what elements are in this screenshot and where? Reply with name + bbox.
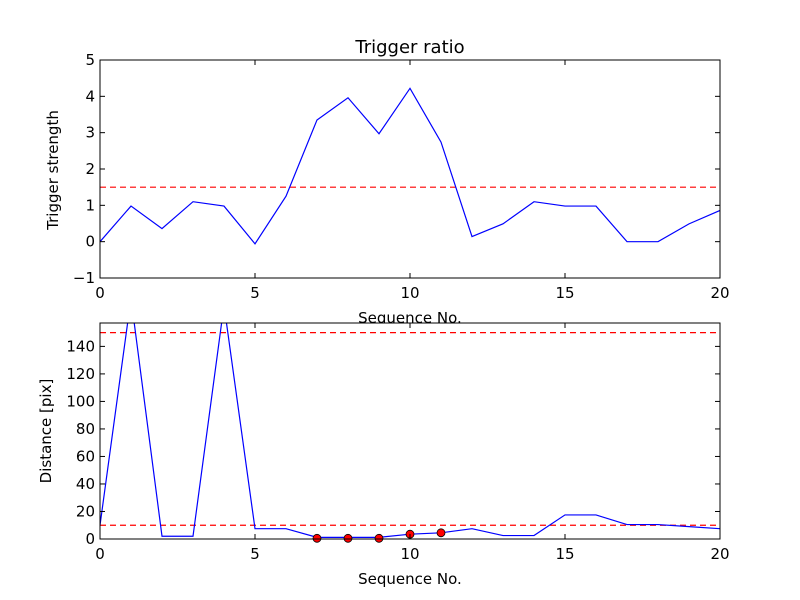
top-x-tick-label: 20 (710, 284, 729, 302)
top-y-tick-label: 3 (85, 124, 95, 142)
bottom-y-tick-label: 120 (66, 365, 95, 383)
top-y-ticks: −1 0 1 2 3 4 5 (73, 51, 720, 287)
bottom-x-tick-label: 5 (250, 545, 260, 563)
bottom-y-tick-label: 20 (76, 502, 95, 520)
bottom-y-tick-label: 140 (66, 337, 95, 355)
top-plot-frame (99, 59, 721, 279)
bottom-y-tick-label: 100 (66, 392, 95, 410)
bottom-plot-background (100, 323, 720, 539)
top-y-tick-label: −1 (73, 269, 95, 287)
top-x-tick-label: 10 (400, 284, 419, 302)
bottom-marker-point (374, 533, 384, 543)
bottom-y-tick-label: 60 (76, 447, 95, 465)
top-x-tick-label: 15 (555, 284, 574, 302)
top-y-tick-label: 5 (85, 51, 95, 69)
top-chart-title: Trigger ratio (354, 37, 464, 58)
bottom-marker-point (436, 528, 446, 538)
bottom-x-tick-label: 15 (555, 545, 574, 563)
top-y-axis-label: Trigger strength (44, 110, 62, 231)
bottom-x-axis-label: Sequence No. (358, 570, 462, 588)
top-y-tick-label: 0 (85, 233, 95, 251)
bottom-x-ticks: 0 5 10 15 20 (95, 323, 730, 563)
top-series-group (100, 87, 720, 245)
bottom-x-tick-label: 20 (710, 545, 729, 563)
top-y-tick-label: 4 (85, 87, 95, 105)
top-y-tick-label: 1 (85, 196, 95, 214)
top-x-ticks: 0 5 10 15 20 (95, 60, 730, 302)
bottom-y-ticks: 0 20 40 60 80 100 120 140 (66, 337, 720, 548)
bottom-x-tick-label: 0 (95, 545, 105, 563)
top-x-tick-label: 5 (250, 284, 260, 302)
top-y-tick-label: 2 (85, 160, 95, 178)
bottom-y-axis-label: Distance [pix] (37, 379, 55, 484)
bottom-y-tick-label: 80 (76, 420, 95, 438)
bottom-x-tick-label: 10 (400, 545, 419, 563)
bottom-y-tick-label: 0 (85, 530, 95, 548)
top-x-tick-label: 0 (95, 284, 105, 302)
bottom-threshold-lines (100, 332, 720, 526)
bottom-marker-point (343, 533, 353, 543)
top-series-line-0 (100, 87, 720, 245)
bottom-subplot: 0 5 10 15 20 0 20 40 60 80 100 120 140 Sequence No.… (37, 322, 730, 588)
bottom-y-tick-label: 40 (76, 475, 95, 493)
bottom-marker-point (312, 533, 322, 543)
